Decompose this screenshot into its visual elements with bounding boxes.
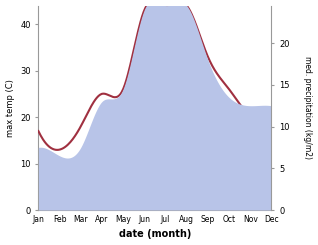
Y-axis label: max temp (C): max temp (C) <box>5 79 15 137</box>
Y-axis label: med. precipitation (kg/m2): med. precipitation (kg/m2) <box>303 56 313 159</box>
X-axis label: date (month): date (month) <box>119 230 191 239</box>
